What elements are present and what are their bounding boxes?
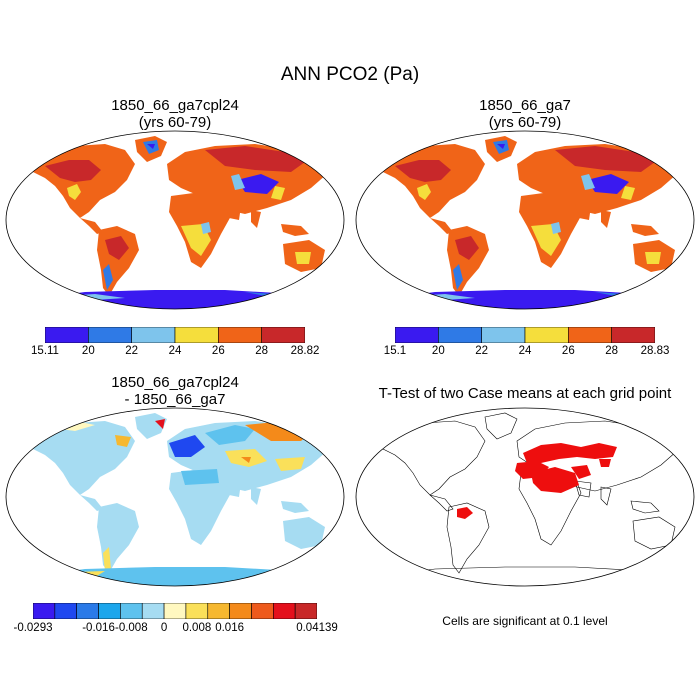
colorbar-tick-label: -0.0293 [13, 622, 53, 634]
coastline-outline [374, 412, 686, 580]
colorbar-tick-label: 0.008 [182, 622, 212, 634]
colorbar-labels: 15.1 20 22 24 26 28 28.83 [384, 345, 670, 361]
colorbar-swatch [207, 603, 230, 619]
colorbar-swatches [45, 327, 305, 343]
panel-title-line1: 1850_66_ga7cpl24 [111, 374, 239, 391]
colorbar-swatch [45, 327, 89, 343]
colorbar-swatch [174, 327, 219, 343]
colorbar-swatch [131, 327, 176, 343]
panel-title-line2: (yrs 60-79) [488, 114, 562, 131]
colorbar-swatch [163, 603, 187, 619]
panel-title-bottom-right: T-Test of two Case means at each grid po… [378, 385, 672, 402]
colorbar-swatch [251, 603, 274, 619]
panel-title-line1: 1850_66_ga7 [479, 97, 571, 114]
panel-title-line2: - 1850_66_ga7 [124, 391, 226, 408]
colorbar-swatch [395, 327, 439, 343]
colorbar-tick-label: 0 [160, 622, 168, 634]
colorbar-swatch [261, 327, 305, 343]
panel-title-line1: 1850_66_ga7cpl24 [111, 97, 239, 114]
land-fill [356, 136, 694, 309]
colorbar-tick-label: 22 [125, 345, 139, 357]
map-panel-bottom-right [355, 407, 695, 587]
colorbar-tick-label: 20 [431, 345, 445, 357]
colorbar-swatches [33, 603, 317, 619]
colorbar-swatch [294, 603, 317, 619]
colorbar-swatches [395, 327, 655, 343]
colorbar-swatch [218, 327, 262, 343]
land-fill [6, 136, 344, 309]
colorbar-tick-label: 15.11 [31, 345, 59, 357]
map-panel-top-left [5, 130, 345, 310]
map-panel-bottom-left [5, 407, 345, 587]
colorbar-swatch [120, 603, 143, 619]
colorbar-tick-label: 28.82 [290, 345, 320, 357]
colorbar-tick-label: 28.83 [640, 345, 670, 357]
colorbar-tick-label: 26 [561, 345, 575, 357]
colorbar-tick-label: 22 [475, 345, 489, 357]
colorbar-swatch [229, 603, 252, 619]
significant-cells [457, 443, 617, 519]
colorbar-swatch [438, 327, 482, 343]
panel-title-top-right: 1850_66_ga7 (yrs 60-79) [350, 97, 700, 131]
colorbar-bottom-left: -0.0293 -0.016 -0.008 0 0.008 0.016 0.04139 [13, 603, 338, 639]
colorbar-swatch [33, 603, 56, 619]
colorbar-top-right: 15.1 20 22 24 26 28 28.83 [384, 327, 670, 363]
colorbar-swatch [273, 603, 296, 619]
colorbar-swatch [481, 327, 526, 343]
panel-title-top-left: 1850_66_ga7cpl24 (yrs 60-79) [0, 97, 350, 131]
colorbar-labels: -0.0293 -0.016 -0.008 0 0.008 0.016 0.04139 [13, 622, 337, 638]
figure-title: ANN PCO2 (Pa) [280, 64, 420, 85]
colorbar-tick-label: 28 [255, 345, 269, 357]
colorbar-tick-label: 0.04139 [296, 622, 338, 634]
colorbar-labels: 15.11 20 22 24 26 28 28.82 [31, 345, 319, 361]
map-panel-top-right [355, 130, 695, 310]
colorbar-swatch [88, 327, 132, 343]
colorbar-swatch [185, 603, 209, 619]
colorbar-tick-label: 28 [605, 345, 619, 357]
colorbar-swatch [568, 327, 612, 343]
colorbar-swatch [611, 327, 655, 343]
colorbar-tick-label: 15.1 [383, 345, 407, 357]
colorbar-swatch [524, 327, 569, 343]
colorbar-swatch [98, 603, 121, 619]
colorbar-tick-label: 0.016 [215, 622, 244, 634]
colorbar-top-left: 15.11 20 22 24 26 28 28.82 [31, 327, 319, 363]
colorbar-tick-label: 20 [81, 345, 95, 357]
significance-footnote: Cells are significant at 0.1 level [442, 614, 608, 628]
colorbar-tick-label: 24 [168, 345, 182, 357]
difference-fill [6, 413, 344, 586]
colorbar-tick-label: -0.016 [82, 622, 115, 634]
colorbar-tick-label: -0.008 [114, 622, 148, 634]
colorbar-swatch [54, 603, 77, 619]
colorbar-swatch [141, 603, 165, 619]
colorbar-tick-label: 26 [211, 345, 225, 357]
panel-title-bottom-left: 1850_66_ga7cpl24 - 1850_66_ga7 [0, 374, 350, 408]
colorbar-swatch [76, 603, 99, 619]
panel-title-line2: (yrs 60-79) [138, 114, 212, 131]
colorbar-tick-label: 24 [518, 345, 532, 357]
